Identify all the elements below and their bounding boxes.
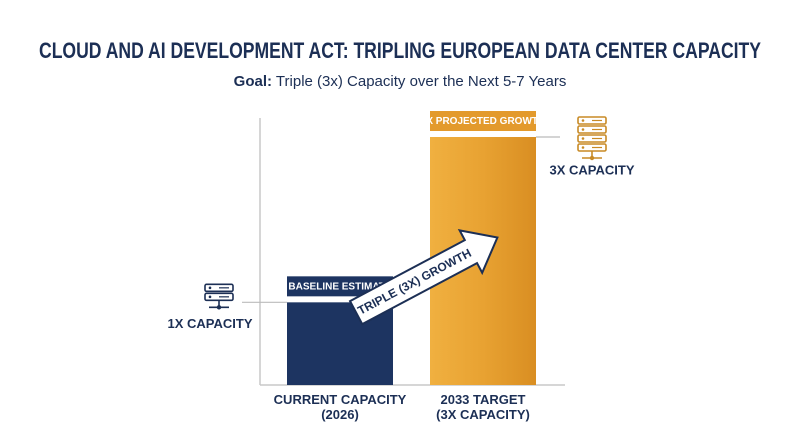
value-label: 1X CAPACITY [168, 316, 253, 331]
arrow-shape [348, 229, 499, 326]
chart-title: CLOUD AND AI DEVELOPMENT ACT: TRIPLING E… [39, 38, 761, 63]
chart-subtitle: Goal: Triple (3x) Capacity over the Next… [234, 73, 567, 90]
server-node [589, 155, 595, 161]
bar-tag: BASELINE ESTIMATE [288, 281, 391, 292]
subtitle-text: Triple (3x) Capacity over the Next 5-7 Y… [276, 73, 566, 90]
server-node [216, 305, 222, 310]
bar-tag-bg [430, 111, 536, 131]
server-led [208, 286, 212, 290]
server-icon [577, 116, 607, 161]
x-tick-label: CURRENT CAPACITY (2026) [274, 392, 407, 422]
server-unit [204, 283, 234, 293]
server-led [581, 119, 585, 122]
x-tick-label: 2033 TARGET (3X CAPACITY) [436, 392, 530, 422]
server-unit [577, 134, 607, 143]
server-icon [204, 283, 234, 310]
server-unit [577, 116, 607, 125]
server-led [581, 137, 585, 140]
value-label: 3X CAPACITY [550, 162, 635, 177]
server-led [208, 295, 212, 299]
server-led [581, 128, 585, 131]
bar-tag: 3X PROJECTED GROWTH [421, 116, 545, 127]
server-unit [577, 125, 607, 134]
server-led [581, 146, 585, 149]
subtitle-lead: Goal: [234, 73, 272, 90]
